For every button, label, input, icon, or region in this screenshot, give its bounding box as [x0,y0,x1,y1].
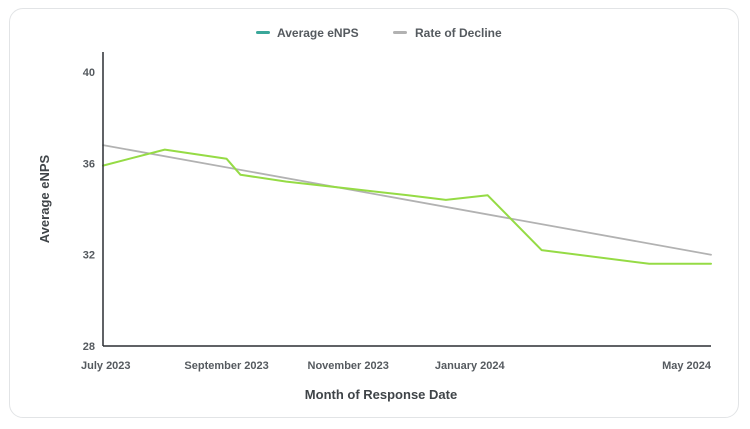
x-tick-label: September 2023 [184,360,268,372]
legend-swatch [256,31,270,34]
legend-label: Average eNPS [277,26,359,40]
x-tick-label: July 2023 [81,360,131,372]
legend-label: Rate of Decline [415,26,502,40]
y-axis-ticks: 28 32 36 40 [83,67,95,353]
x-tick-label: November 2023 [308,360,389,372]
series-line-average-enps [102,148,712,265]
axes [102,52,711,347]
y-tick-label: 28 [83,341,95,353]
plot-lines [102,144,712,265]
y-tick-label: 32 [83,250,95,262]
series-line-rate-of-decline [102,144,712,256]
legend-swatch [393,31,407,34]
y-tick-label: 40 [83,67,95,79]
x-axis-ticks: July 2023 September 2023 November 2023 Janu… [81,360,712,372]
x-axis-title: Month of Response Date [305,387,457,402]
x-tick-label: January 2024 [435,360,506,372]
x-tick-label: May 2024 [662,360,712,372]
chart-legend: Average eNPS Rate of Decline [256,26,502,40]
y-axis-title: Average eNPS [37,154,52,243]
y-tick-label: 36 [83,158,95,170]
chart-card [9,8,739,418]
